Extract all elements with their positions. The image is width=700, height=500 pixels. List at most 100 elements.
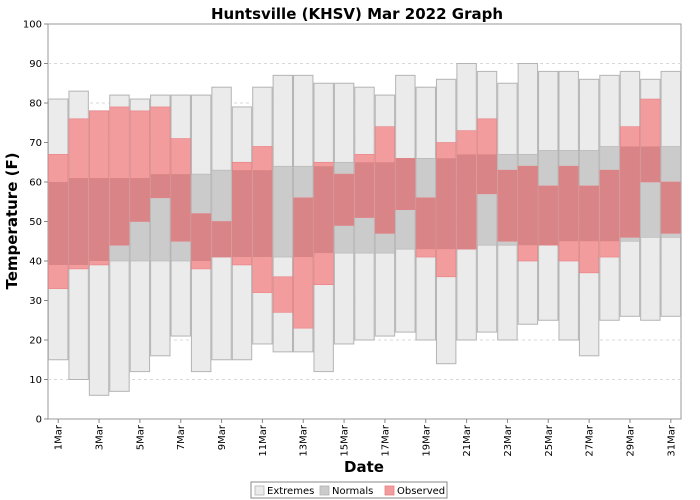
- legend: Extremes Normals Observed: [250, 481, 448, 499]
- x-tick-label: 29Mar: [625, 424, 636, 456]
- observed-normal-overlap: [661, 182, 681, 234]
- day-bar-group: [252, 86, 273, 345]
- axes: 0 10 20 30 40 50 60 70 80 90 100 1Mar 3Mar 5Mar 7Mar 9M…: [23, 20, 677, 457]
- observed-normal-overlap: [518, 166, 538, 246]
- day-bar-group: [456, 63, 477, 341]
- observed-normal-overlap: [558, 166, 579, 242]
- day-bar-group: [497, 82, 518, 341]
- chart-title: Huntsville (KHSV) Mar 2022 Graph: [211, 5, 503, 23]
- day-bar-group: [415, 86, 436, 341]
- observed-normal-overlap: [68, 178, 89, 265]
- day-bar-group: [374, 94, 396, 337]
- day-bar-group: [333, 82, 355, 345]
- legend-label: Normals: [332, 486, 373, 497]
- y-tick-label: 0: [36, 415, 42, 426]
- day-bar-group: [578, 78, 600, 357]
- observed-normal-overlap: [456, 154, 477, 250]
- x-tick-label: 9Mar: [217, 424, 228, 450]
- observed-normal-overlap: [416, 197, 436, 250]
- legend-swatch: [384, 485, 395, 496]
- y-tick-label: 70: [29, 138, 42, 149]
- y-tick-label: 50: [29, 217, 42, 228]
- day-bar-group: [640, 78, 661, 321]
- observed-normal-overlap: [599, 170, 620, 242]
- x-tick-label: 31Mar: [666, 424, 677, 456]
- observed-normal-overlap: [334, 174, 354, 226]
- y-tick-label: 100: [23, 20, 42, 31]
- day-bar-group: [211, 86, 232, 361]
- x-tick-label: 1Mar: [54, 424, 65, 450]
- x-tick-label: 3Mar: [95, 424, 106, 450]
- day-bar-group: [272, 74, 294, 353]
- observed-normal-overlap: [191, 213, 211, 261]
- observed-normal-overlap: [538, 185, 558, 246]
- observed-normal-overlap: [293, 197, 313, 258]
- observed-normal-overlap: [395, 158, 416, 210]
- observed-normal-overlap: [109, 178, 130, 246]
- x-tick-label: 5Mar: [135, 424, 146, 450]
- observed-normal-overlap: [640, 146, 661, 182]
- day-bar-group: [231, 106, 253, 361]
- day-bar-group: [619, 70, 641, 317]
- observed-normal-overlap: [150, 174, 171, 198]
- day-bar-group: [129, 98, 151, 373]
- y-tick-label: 60: [29, 178, 42, 189]
- day-bar-group: [88, 110, 110, 396]
- x-tick-label: 21Mar: [462, 424, 473, 456]
- day-bar-group: [109, 94, 130, 392]
- observed-normal-overlap: [477, 154, 497, 194]
- day-bar-group: [660, 70, 681, 317]
- day-bar-group: [170, 94, 191, 337]
- day-bar-group: [599, 74, 620, 321]
- observed-normal-overlap: [620, 146, 640, 238]
- x-tick-label: 25Mar: [544, 424, 555, 456]
- observed-normal-overlap: [375, 162, 395, 234]
- day-bar-group: [293, 74, 314, 353]
- x-tick-label: 23Mar: [503, 424, 514, 456]
- observed-normal-overlap: [211, 221, 232, 258]
- x-tick-label: 19Mar: [421, 424, 432, 456]
- legend-swatch: [319, 485, 330, 496]
- day-bar-group: [48, 98, 69, 361]
- day-bar-group: [517, 63, 539, 325]
- day-bar-group: [538, 70, 559, 321]
- bars-layer: [48, 63, 681, 396]
- observed-normal-overlap: [354, 162, 375, 218]
- day-bar-group: [68, 90, 89, 381]
- y-tick-label: 30: [29, 296, 42, 307]
- observed-normal-overlap: [130, 178, 150, 222]
- x-tick-label: 7Mar: [176, 424, 187, 450]
- observed-bar: [272, 276, 293, 313]
- legend-label: Extremes: [267, 486, 314, 497]
- day-bar-group: [395, 74, 416, 333]
- y-tick-label: 80: [29, 99, 42, 110]
- day-bar-group: [150, 94, 171, 357]
- observed-normal-overlap: [252, 170, 273, 258]
- observed-normal-overlap: [579, 185, 599, 242]
- legend-box: [250, 481, 448, 499]
- x-axis-title: Date: [344, 458, 384, 476]
- x-tick-label: 15Mar: [340, 424, 351, 456]
- normals-bar: [272, 165, 293, 258]
- observed-normal-overlap: [48, 182, 68, 265]
- legend-label: Observed: [397, 486, 445, 497]
- day-bar-group: [190, 94, 212, 373]
- x-tick-label: 11Mar: [258, 424, 269, 456]
- observed-normal-overlap: [89, 178, 109, 261]
- y-axis-title: Temperature (F): [3, 152, 21, 289]
- observed-normal-overlap: [313, 166, 334, 254]
- observed-normal-overlap: [232, 170, 252, 258]
- day-bar-group: [354, 86, 375, 341]
- x-tick-label: 27Mar: [585, 424, 596, 456]
- day-bar-group: [476, 70, 498, 333]
- legend-swatch: [254, 485, 265, 496]
- y-tick-label: 90: [29, 59, 42, 70]
- x-tick-label: 17Mar: [380, 424, 391, 456]
- y-tick-label: 40: [29, 257, 42, 268]
- observed-normal-overlap: [171, 174, 191, 242]
- day-bar-group: [313, 82, 334, 373]
- y-tick-label: 20: [29, 336, 42, 347]
- day-bar-group: [558, 70, 579, 341]
- observed-normal-overlap: [436, 158, 456, 250]
